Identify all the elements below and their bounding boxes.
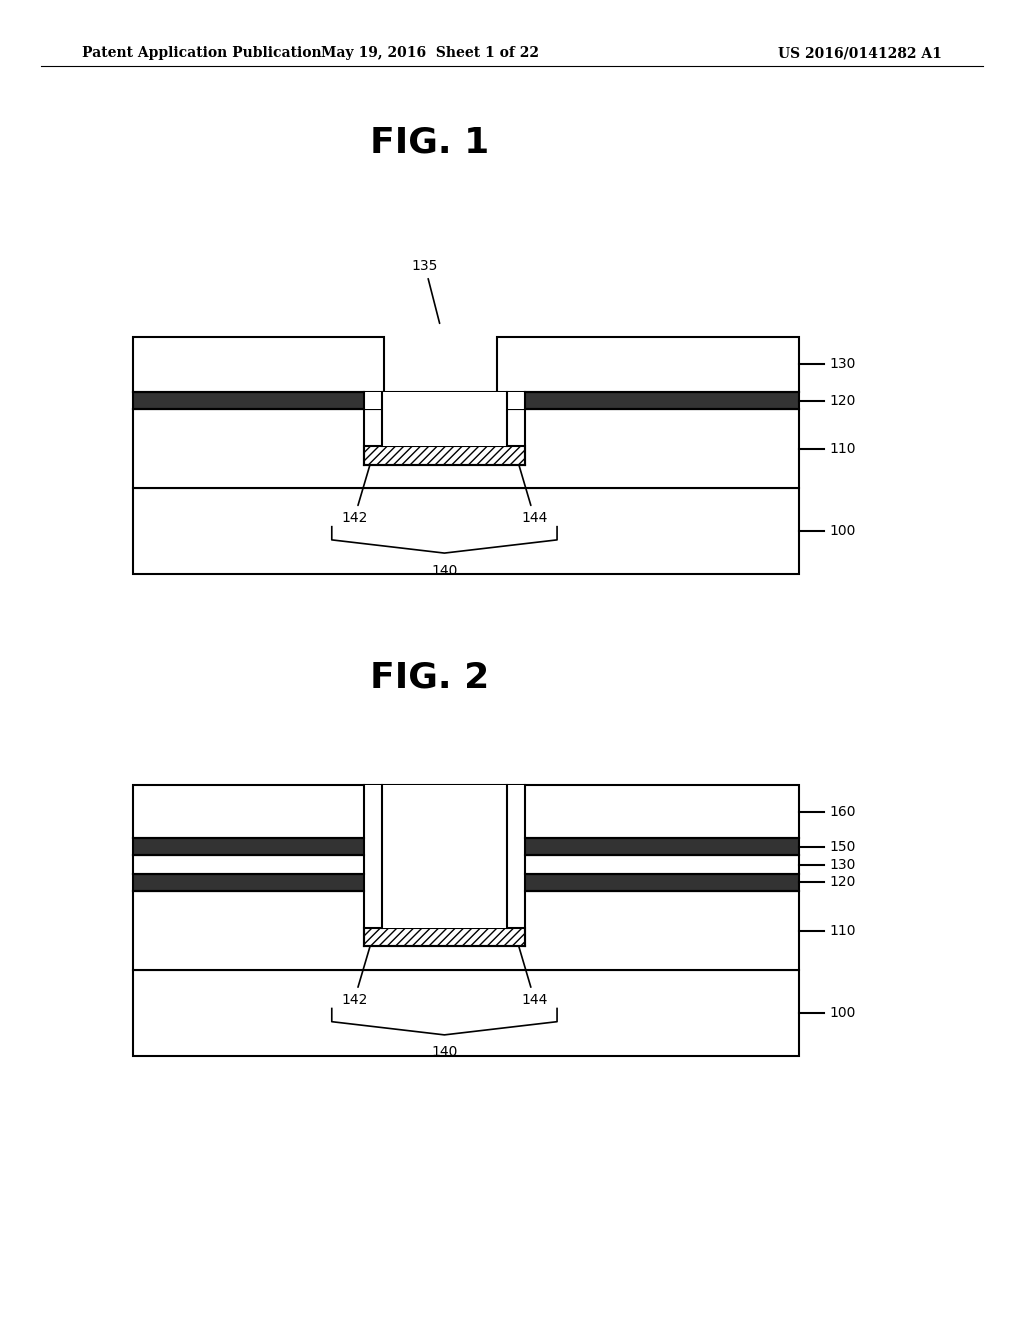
Text: 142: 142 [341,940,372,1007]
Text: 110: 110 [829,442,856,455]
Bar [364,785,525,891]
Bar [133,891,799,970]
Text: 144: 144 [517,940,548,1007]
Text: 150: 150 [829,840,856,854]
Text: 140: 140 [431,564,458,578]
Bar [382,891,507,928]
Text: 110: 110 [829,924,856,937]
Text: 100: 100 [829,524,856,539]
Text: FIG. 1: FIG. 1 [371,125,489,160]
Text: 135: 135 [412,259,439,323]
Text: 100: 100 [829,1006,856,1020]
Bar [364,446,525,465]
Text: 160: 160 [829,805,856,818]
Text: US 2016/0141282 A1: US 2016/0141282 A1 [778,46,942,61]
Text: 144: 144 [517,458,548,525]
Text: 130: 130 [829,358,856,371]
Bar [133,392,799,409]
Bar [364,392,525,409]
Bar [133,409,799,488]
Text: FIG. 2: FIG. 2 [371,660,489,694]
Text: 140: 140 [431,1045,458,1060]
Bar [497,337,799,392]
Bar [133,488,799,574]
Text: 130: 130 [829,858,856,871]
Bar [382,409,507,446]
Bar [364,891,525,946]
Text: 120: 120 [829,875,856,890]
Bar [133,337,384,392]
Bar [133,855,799,874]
Bar [364,928,525,946]
Bar [133,874,799,891]
Bar [133,785,799,838]
Bar [133,838,799,855]
Text: May 19, 2016  Sheet 1 of 22: May 19, 2016 Sheet 1 of 22 [322,46,539,61]
Text: Patent Application Publication: Patent Application Publication [82,46,322,61]
Text: 120: 120 [829,393,856,408]
Bar [133,970,799,1056]
Text: 142: 142 [341,458,372,525]
